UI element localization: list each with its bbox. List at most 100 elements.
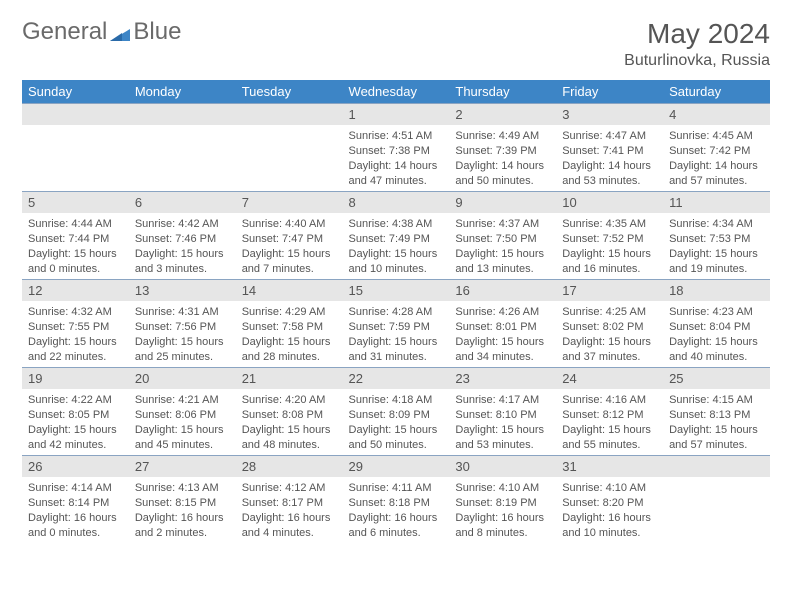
sunrise-line: Sunrise: 4:31 AM — [135, 305, 230, 320]
daylight-line: Daylight: 14 hours and 47 minutes. — [349, 159, 444, 189]
sunset-line: Sunset: 7:47 PM — [242, 232, 337, 247]
title-block: May 2024 Buturlinovka, Russia — [624, 18, 770, 70]
sunrise-line: Sunrise: 4:11 AM — [349, 481, 444, 496]
day-number: 12 — [22, 279, 129, 301]
day-cell: 19Sunrise: 4:22 AMSunset: 8:05 PMDayligh… — [22, 367, 129, 455]
day-details: Sunrise: 4:45 AMSunset: 7:42 PMDaylight:… — [663, 125, 770, 188]
daylight-line: Daylight: 15 hours and 28 minutes. — [242, 335, 337, 365]
day-number: 5 — [22, 191, 129, 213]
sunrise-line: Sunrise: 4:16 AM — [562, 393, 657, 408]
sunrise-line: Sunrise: 4:17 AM — [455, 393, 550, 408]
sunrise-line: Sunrise: 4:20 AM — [242, 393, 337, 408]
daylight-line: Daylight: 15 hours and 57 minutes. — [669, 423, 764, 453]
day-details — [663, 477, 770, 488]
daylight-line: Daylight: 15 hours and 10 minutes. — [349, 247, 444, 277]
sunset-line: Sunset: 7:39 PM — [455, 144, 550, 159]
daylight-line: Daylight: 15 hours and 22 minutes. — [28, 335, 123, 365]
day-cell: 16Sunrise: 4:26 AMSunset: 8:01 PMDayligh… — [449, 279, 556, 367]
sunrise-line: Sunrise: 4:38 AM — [349, 217, 444, 232]
day-cell: 31Sunrise: 4:10 AMSunset: 8:20 PMDayligh… — [556, 455, 663, 543]
day-cell: 7Sunrise: 4:40 AMSunset: 7:47 PMDaylight… — [236, 191, 343, 279]
day-details: Sunrise: 4:26 AMSunset: 8:01 PMDaylight:… — [449, 301, 556, 364]
day-cell: 2Sunrise: 4:49 AMSunset: 7:39 PMDaylight… — [449, 103, 556, 191]
day-cell: 15Sunrise: 4:28 AMSunset: 7:59 PMDayligh… — [343, 279, 450, 367]
day-number — [129, 103, 236, 125]
day-cell: 24Sunrise: 4:16 AMSunset: 8:12 PMDayligh… — [556, 367, 663, 455]
day-number: 18 — [663, 279, 770, 301]
sunset-line: Sunset: 8:04 PM — [669, 320, 764, 335]
sunrise-line: Sunrise: 4:15 AM — [669, 393, 764, 408]
sunrise-line: Sunrise: 4:32 AM — [28, 305, 123, 320]
day-cell: 9Sunrise: 4:37 AMSunset: 7:50 PMDaylight… — [449, 191, 556, 279]
day-number: 14 — [236, 279, 343, 301]
day-number: 13 — [129, 279, 236, 301]
day-cell: 11Sunrise: 4:34 AMSunset: 7:53 PMDayligh… — [663, 191, 770, 279]
sunrise-line: Sunrise: 4:51 AM — [349, 129, 444, 144]
day-cell: 22Sunrise: 4:18 AMSunset: 8:09 PMDayligh… — [343, 367, 450, 455]
day-number: 24 — [556, 367, 663, 389]
day-number: 22 — [343, 367, 450, 389]
sunrise-line: Sunrise: 4:34 AM — [669, 217, 764, 232]
day-cell: 28Sunrise: 4:12 AMSunset: 8:17 PMDayligh… — [236, 455, 343, 543]
day-details: Sunrise: 4:28 AMSunset: 7:59 PMDaylight:… — [343, 301, 450, 364]
day-details: Sunrise: 4:11 AMSunset: 8:18 PMDaylight:… — [343, 477, 450, 540]
daylight-line: Daylight: 15 hours and 42 minutes. — [28, 423, 123, 453]
day-cell: 21Sunrise: 4:20 AMSunset: 8:08 PMDayligh… — [236, 367, 343, 455]
daylight-line: Daylight: 16 hours and 6 minutes. — [349, 511, 444, 541]
sunset-line: Sunset: 7:56 PM — [135, 320, 230, 335]
daylight-line: Daylight: 16 hours and 2 minutes. — [135, 511, 230, 541]
day-cell: 23Sunrise: 4:17 AMSunset: 8:10 PMDayligh… — [449, 367, 556, 455]
day-number — [663, 455, 770, 477]
day-number: 15 — [343, 279, 450, 301]
day-number: 2 — [449, 103, 556, 125]
daylight-line: Daylight: 15 hours and 34 minutes. — [455, 335, 550, 365]
daylight-line: Daylight: 15 hours and 7 minutes. — [242, 247, 337, 277]
day-cell: 29Sunrise: 4:11 AMSunset: 8:18 PMDayligh… — [343, 455, 450, 543]
day-number: 31 — [556, 455, 663, 477]
daylight-line: Daylight: 15 hours and 3 minutes. — [135, 247, 230, 277]
day-number: 20 — [129, 367, 236, 389]
day-number — [236, 103, 343, 125]
day-details: Sunrise: 4:37 AMSunset: 7:50 PMDaylight:… — [449, 213, 556, 276]
daylight-line: Daylight: 14 hours and 53 minutes. — [562, 159, 657, 189]
day-details: Sunrise: 4:42 AMSunset: 7:46 PMDaylight:… — [129, 213, 236, 276]
sunset-line: Sunset: 8:20 PM — [562, 496, 657, 511]
day-details: Sunrise: 4:35 AMSunset: 7:52 PMDaylight:… — [556, 213, 663, 276]
sunset-line: Sunset: 8:10 PM — [455, 408, 550, 423]
weekday-header-row: SundayMondayTuesdayWednesdayThursdayFrid… — [22, 80, 770, 103]
day-details: Sunrise: 4:10 AMSunset: 8:20 PMDaylight:… — [556, 477, 663, 540]
sunrise-line: Sunrise: 4:35 AM — [562, 217, 657, 232]
day-number: 29 — [343, 455, 450, 477]
sunset-line: Sunset: 7:46 PM — [135, 232, 230, 247]
daylight-line: Daylight: 15 hours and 48 minutes. — [242, 423, 337, 453]
brand-triangle-icon — [110, 23, 130, 41]
day-details: Sunrise: 4:51 AMSunset: 7:38 PMDaylight:… — [343, 125, 450, 188]
day-number: 3 — [556, 103, 663, 125]
sunrise-line: Sunrise: 4:47 AM — [562, 129, 657, 144]
daylight-line: Daylight: 15 hours and 40 minutes. — [669, 335, 764, 365]
weekday-header: Monday — [129, 80, 236, 103]
daylight-line: Daylight: 15 hours and 0 minutes. — [28, 247, 123, 277]
sunset-line: Sunset: 7:44 PM — [28, 232, 123, 247]
weekday-header: Tuesday — [236, 80, 343, 103]
sunset-line: Sunset: 7:53 PM — [669, 232, 764, 247]
brand-logo: General Blue — [22, 18, 181, 46]
sunset-line: Sunset: 8:01 PM — [455, 320, 550, 335]
sunset-line: Sunset: 8:15 PM — [135, 496, 230, 511]
daylight-line: Daylight: 15 hours and 16 minutes. — [562, 247, 657, 277]
daylight-line: Daylight: 16 hours and 0 minutes. — [28, 511, 123, 541]
daylight-line: Daylight: 15 hours and 45 minutes. — [135, 423, 230, 453]
sunset-line: Sunset: 8:13 PM — [669, 408, 764, 423]
day-cell: 20Sunrise: 4:21 AMSunset: 8:06 PMDayligh… — [129, 367, 236, 455]
day-number: 27 — [129, 455, 236, 477]
week-row: 19Sunrise: 4:22 AMSunset: 8:05 PMDayligh… — [22, 367, 770, 455]
sunset-line: Sunset: 7:49 PM — [349, 232, 444, 247]
sunset-line: Sunset: 7:52 PM — [562, 232, 657, 247]
sunset-line: Sunset: 7:59 PM — [349, 320, 444, 335]
day-number: 10 — [556, 191, 663, 213]
sunrise-line: Sunrise: 4:18 AM — [349, 393, 444, 408]
sunset-line: Sunset: 7:58 PM — [242, 320, 337, 335]
daylight-line: Daylight: 15 hours and 50 minutes. — [349, 423, 444, 453]
day-details: Sunrise: 4:25 AMSunset: 8:02 PMDaylight:… — [556, 301, 663, 364]
day-cell: 3Sunrise: 4:47 AMSunset: 7:41 PMDaylight… — [556, 103, 663, 191]
